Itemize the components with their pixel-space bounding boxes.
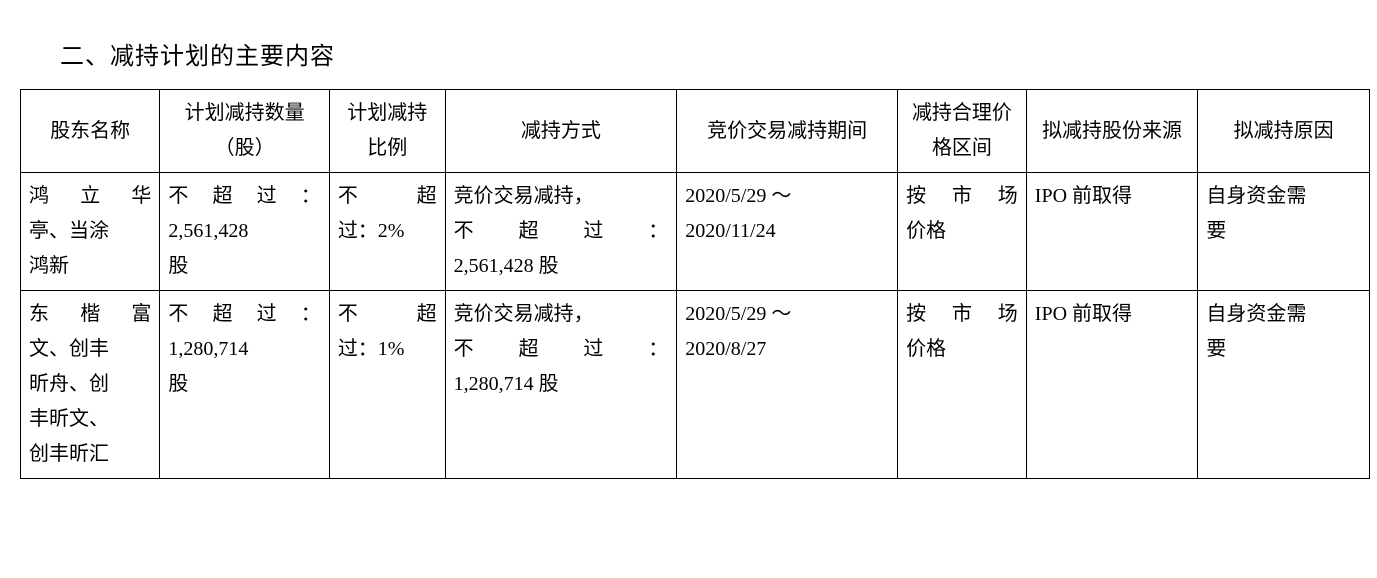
cell-line: 价格 bbox=[906, 214, 1018, 249]
cell-line: 价格 bbox=[906, 332, 1018, 367]
cell-line: 按市场 bbox=[906, 297, 1018, 332]
cell-line: 竞价交易减持， bbox=[454, 297, 669, 332]
cell-line: 不超 bbox=[338, 297, 437, 332]
table-header-row: 股东名称 计划减持数量（股） 计划减持比例 减持方式 竞价交易减持期间 减持合理… bbox=[21, 90, 1370, 173]
cell-line: 文、创丰 bbox=[29, 332, 151, 367]
cell-line: 1,280,714 bbox=[168, 332, 320, 367]
col-header-reason: 拟减持原因 bbox=[1198, 90, 1370, 173]
col-header-period: 竞价交易减持期间 bbox=[677, 90, 898, 173]
cell-shareholder: 鸿立华 亭、当涂 鸿新 bbox=[21, 173, 160, 291]
cell-line: 过：2% bbox=[338, 214, 437, 249]
cell-line: 2020/8/27 bbox=[685, 332, 889, 367]
cell-line: 竞价交易减持， bbox=[454, 179, 669, 214]
cell-line: 2020/11/24 bbox=[685, 214, 889, 249]
cell-line: 2,561,428 股 bbox=[454, 249, 669, 284]
cell-line: 要 bbox=[1206, 214, 1361, 249]
cell-line: 鸿新 bbox=[29, 249, 151, 284]
cell-line: 创丰昕汇 bbox=[29, 437, 151, 472]
cell-price: 按市场 价格 bbox=[898, 173, 1027, 291]
cell-line: 要 bbox=[1206, 332, 1361, 367]
cell-line: 不超 bbox=[338, 179, 437, 214]
cell-method: 竞价交易减持， 不超过： 1,280,714 股 bbox=[445, 291, 677, 479]
cell-line: 东楷富 bbox=[29, 297, 151, 332]
col-header-source: 拟减持股份来源 bbox=[1026, 90, 1198, 173]
cell-line: 按市场 bbox=[906, 179, 1018, 214]
cell-line: 不超过： bbox=[168, 179, 320, 214]
cell-line: 不超过： bbox=[168, 297, 320, 332]
cell-ratio: 不超 过：2% bbox=[329, 173, 445, 291]
cell-period: 2020/5/29 ～ 2020/11/24 bbox=[677, 173, 898, 291]
cell-method: 竞价交易减持， 不超过： 2,561,428 股 bbox=[445, 173, 677, 291]
col-header-method: 减持方式 bbox=[445, 90, 677, 173]
cell-line: 丰昕文、 bbox=[29, 402, 151, 437]
col-header-ratio: 计划减持比例 bbox=[329, 90, 445, 173]
cell-line: 昕舟、创 bbox=[29, 367, 151, 402]
cell-reason: 自身资金需 要 bbox=[1198, 291, 1370, 479]
cell-line: 2020/5/29 ～ bbox=[685, 179, 889, 214]
cell-line: 1,280,714 股 bbox=[454, 367, 669, 402]
cell-ratio: 不超 过：1% bbox=[329, 291, 445, 479]
cell-line: 过：1% bbox=[338, 332, 437, 367]
cell-source: IPO 前取得 bbox=[1026, 291, 1198, 479]
cell-line: 股 bbox=[168, 249, 320, 284]
cell-line: 2020/5/29 ～ bbox=[685, 297, 889, 332]
col-header-price: 减持合理价格区间 bbox=[898, 90, 1027, 173]
section-heading: 二、减持计划的主要内容 bbox=[60, 36, 1357, 71]
cell-line: 2,561,428 bbox=[168, 214, 320, 249]
cell-reason: 自身资金需 要 bbox=[1198, 173, 1370, 291]
cell-line: 自身资金需 bbox=[1206, 179, 1361, 214]
cell-qty: 不超过： 1,280,714 股 bbox=[160, 291, 329, 479]
cell-line: 股 bbox=[168, 367, 320, 402]
table-row: 鸿立华 亭、当涂 鸿新 不超过： 2,561,428 股 不超 过：2% 竞价交… bbox=[21, 173, 1370, 291]
cell-source: IPO 前取得 bbox=[1026, 173, 1198, 291]
col-header-qty: 计划减持数量（股） bbox=[160, 90, 329, 173]
cell-line: 自身资金需 bbox=[1206, 297, 1361, 332]
cell-line: 不超过： bbox=[454, 332, 669, 367]
cell-shareholder: 东楷富 文、创丰 昕舟、创 丰昕文、 创丰昕汇 bbox=[21, 291, 160, 479]
cell-price: 按市场 价格 bbox=[898, 291, 1027, 479]
reduction-plan-table: 股东名称 计划减持数量（股） 计划减持比例 减持方式 竞价交易减持期间 减持合理… bbox=[20, 89, 1370, 479]
cell-line: IPO 前取得 bbox=[1035, 297, 1190, 332]
cell-line: 不超过： bbox=[454, 214, 669, 249]
cell-line: IPO 前取得 bbox=[1035, 179, 1190, 214]
cell-line: 亭、当涂 bbox=[29, 214, 151, 249]
cell-period: 2020/5/29 ～ 2020/8/27 bbox=[677, 291, 898, 479]
col-header-shareholder: 股东名称 bbox=[21, 90, 160, 173]
cell-line: 鸿立华 bbox=[29, 179, 151, 214]
cell-qty: 不超过： 2,561,428 股 bbox=[160, 173, 329, 291]
table-row: 东楷富 文、创丰 昕舟、创 丰昕文、 创丰昕汇 不超过： 1,280,714 股… bbox=[21, 291, 1370, 479]
